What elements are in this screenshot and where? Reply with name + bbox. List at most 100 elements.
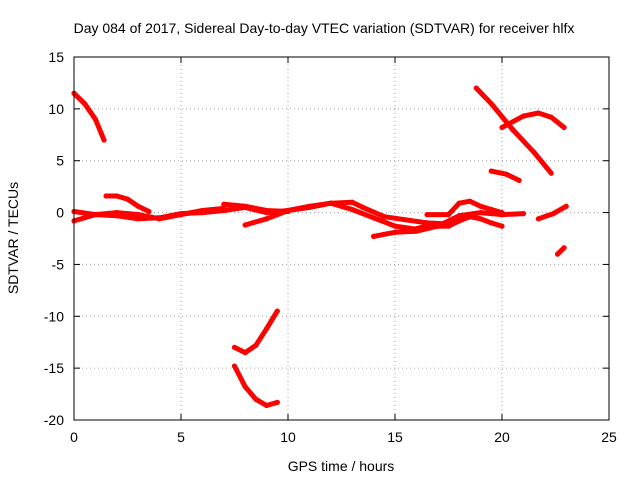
- data-point: [274, 399, 280, 405]
- data-point: [456, 213, 462, 219]
- x-tick-label: 20: [494, 429, 510, 445]
- data-point: [548, 170, 554, 176]
- x-tick-label: 5: [177, 429, 185, 445]
- data-point: [456, 200, 462, 206]
- data-point: [445, 223, 452, 229]
- data-point: [535, 216, 542, 222]
- series-trace-11: [499, 110, 567, 130]
- data-point: [178, 212, 184, 218]
- x-tick-label: 25: [601, 429, 617, 445]
- data-point: [199, 207, 205, 214]
- plot-frame: [73, 56, 610, 421]
- data-point: [264, 207, 270, 214]
- data-point: [478, 203, 484, 209]
- axis-ticks: [73, 56, 610, 421]
- data-point: [114, 193, 120, 199]
- data-point: [135, 216, 141, 222]
- data-point: [274, 308, 280, 314]
- data-point: [242, 350, 248, 356]
- data-point: [306, 203, 312, 209]
- data-point: [221, 201, 227, 207]
- data-point: [499, 210, 505, 216]
- y-axis-label: SDTVAR / TECUs: [5, 182, 21, 294]
- y-tick-label: 10: [48, 101, 64, 117]
- data-point: [101, 137, 107, 143]
- data-point: [561, 124, 567, 131]
- data-point: [555, 251, 561, 257]
- data-point: [285, 207, 291, 214]
- data-point: [550, 211, 557, 217]
- data-point: [157, 216, 163, 222]
- data-point: [516, 177, 522, 183]
- y-tick-label: -10: [44, 308, 64, 324]
- data-point: [82, 101, 88, 107]
- data-point: [371, 215, 377, 221]
- series-trace-1: [71, 90, 107, 143]
- grid: [74, 57, 609, 420]
- data-point: [264, 326, 270, 332]
- data-point: [264, 216, 270, 222]
- data-point: [531, 149, 537, 155]
- data-point: [264, 402, 270, 409]
- y-tick-label: -5: [52, 256, 65, 272]
- data-point: [503, 171, 509, 177]
- data-point: [242, 384, 248, 390]
- data-point: [381, 214, 387, 220]
- data-point: [535, 110, 542, 116]
- data-point: [424, 223, 430, 229]
- data-point: [510, 127, 516, 133]
- x-tick-label: 10: [280, 429, 296, 445]
- data-point: [124, 196, 131, 202]
- y-tick-label: 0: [56, 205, 64, 221]
- series-trace-3: [71, 205, 227, 222]
- series-trace-5: [221, 201, 291, 214]
- data-point: [499, 223, 505, 229]
- data-point: [242, 203, 248, 209]
- x-tick-labels: 0 5 10 15 20 25: [70, 429, 617, 445]
- series-trace-7: [371, 210, 526, 239]
- data-point: [135, 212, 141, 218]
- series-group: [71, 85, 569, 409]
- data-point: [392, 229, 398, 235]
- data-point: [114, 210, 120, 216]
- data-point: [467, 198, 473, 204]
- data-point: [488, 206, 494, 213]
- data-point: [349, 199, 355, 205]
- data-point: [103, 193, 109, 199]
- data-point: [488, 168, 494, 174]
- data-point: [146, 208, 152, 215]
- data-point: [221, 205, 227, 211]
- data-point: [488, 220, 494, 226]
- data-point: [488, 101, 494, 107]
- data-point: [520, 211, 527, 217]
- x-axis-label: GPS time / hours: [288, 458, 395, 474]
- data-point: [456, 218, 462, 224]
- data-point: [253, 342, 259, 348]
- chart-title: Day 084 of 2017, Sidereal Day-to-day VTE…: [74, 20, 575, 36]
- data-point: [371, 233, 377, 239]
- data-point: [473, 85, 479, 91]
- data-point: [561, 245, 567, 251]
- y-tick-labels: 15 10 5 0 -5 -10 -15 -20: [44, 49, 64, 428]
- y-tick-label: 15: [48, 49, 64, 65]
- x-tick-label: 0: [70, 429, 78, 445]
- data-point: [520, 113, 527, 119]
- data-point: [392, 223, 398, 229]
- data-point: [548, 114, 554, 120]
- data-point: [445, 212, 452, 218]
- data-point: [403, 228, 409, 234]
- y-tick-label: 5: [56, 153, 64, 169]
- y-tick-label: -15: [44, 360, 64, 376]
- data-point: [92, 116, 98, 122]
- data-point: [478, 216, 484, 222]
- data-point: [403, 217, 409, 223]
- data-point: [360, 204, 366, 210]
- data-point: [467, 214, 473, 220]
- data-point: [563, 203, 569, 209]
- data-point: [242, 222, 248, 228]
- data-point: [424, 212, 430, 218]
- data-point: [499, 124, 505, 131]
- data-point: [231, 363, 238, 369]
- x-tick-label: 15: [387, 429, 403, 445]
